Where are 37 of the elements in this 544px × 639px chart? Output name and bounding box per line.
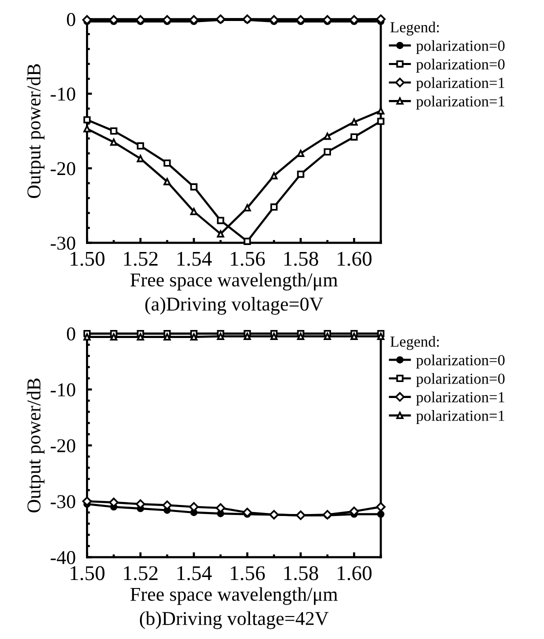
- legend-label: polarization=0: [416, 354, 505, 368]
- legend-label: polarization=0: [416, 40, 505, 54]
- text: (a)Driving voltage=0V: [145, 297, 324, 315]
- legend-label: polarization=1: [416, 96, 504, 110]
- y-tick-label: -40: [50, 551, 76, 564]
- y-tick-label: 0: [66, 12, 76, 26]
- x-tick-label: 1.60: [338, 566, 372, 580]
- x-tick-label: 1.50: [70, 566, 104, 580]
- x-tick-label: 1.50: [70, 252, 104, 266]
- x-axis-title: Free space wavelength/μm: [130, 587, 338, 605]
- x-tick-label: 1.56: [230, 566, 265, 580]
- text: (b)Driving voltage=42V: [140, 611, 329, 630]
- x-tick-label: 1.58: [284, 566, 318, 580]
- x-tick-label: 1.52: [124, 252, 158, 266]
- y-tick-label: -10: [50, 383, 76, 396]
- legend-title: Legend:: [390, 336, 439, 350]
- x-tick-label: 1.54: [177, 252, 212, 266]
- y-axis-title: Output power/dB: [26, 378, 44, 512]
- legend-label: polarization=1: [416, 77, 504, 92]
- y-tick-label: -10: [50, 88, 76, 101]
- x-tick-label: 1.60: [338, 252, 372, 266]
- y-axis-title: Output power/dB: [26, 64, 44, 198]
- x-tick-label: 1.58: [284, 252, 318, 266]
- legend-title: Legend:: [390, 22, 439, 36]
- y-tick-label: -30: [50, 236, 76, 250]
- x-axis-title: Free space wavelength/μm: [130, 272, 338, 291]
- y-tick-label: -20: [50, 162, 76, 176]
- y-tick-label: 0: [66, 327, 76, 340]
- y-tick-label: -30: [50, 495, 76, 508]
- legend-label: polarization=1: [416, 410, 504, 424]
- y-tick-label: -20: [50, 439, 76, 452]
- legend-label: polarization=1: [416, 392, 504, 406]
- legend-label: polarization=0: [416, 373, 505, 387]
- legend-label: polarization=0: [416, 58, 505, 73]
- x-tick-label: 1.54: [177, 566, 212, 580]
- x-tick-label: 1.52: [124, 566, 158, 580]
- x-tick-label: 1.56: [230, 252, 265, 266]
